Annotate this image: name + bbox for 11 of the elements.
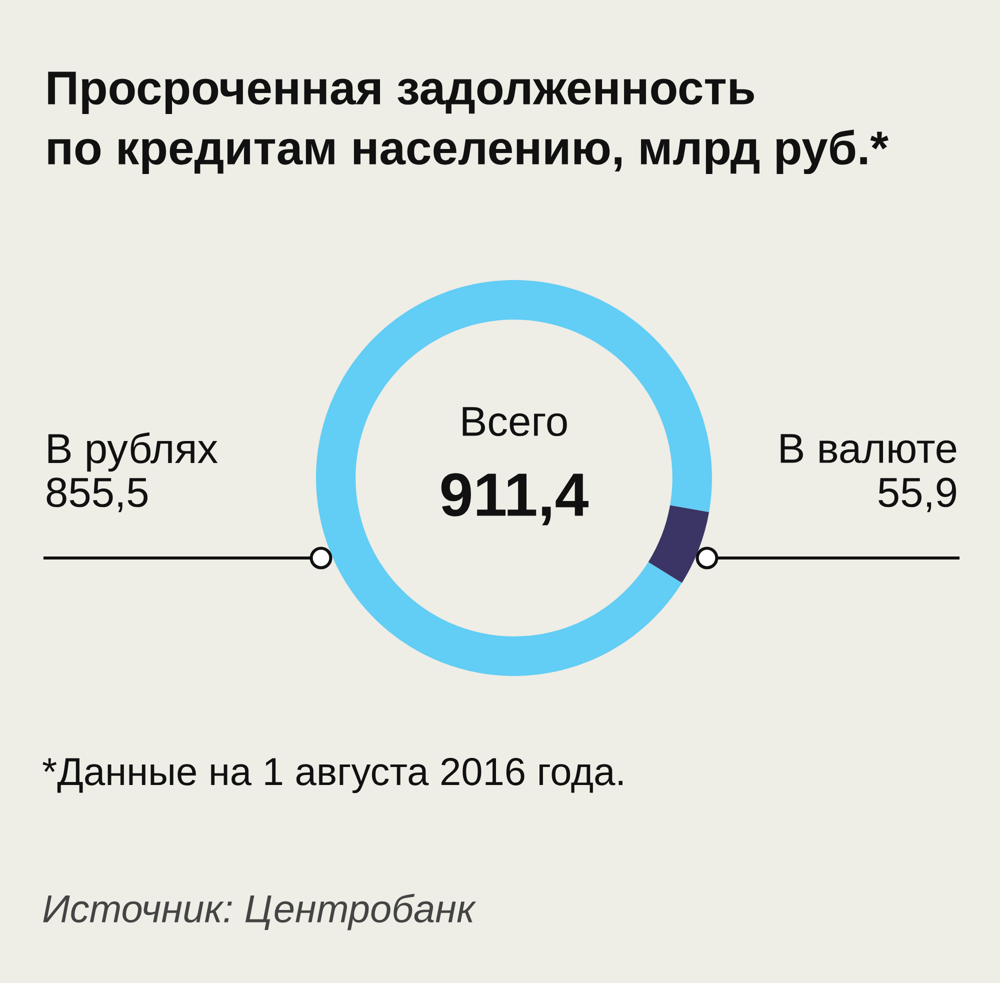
slice-label: В валюте bbox=[780, 434, 956, 464]
text: Источник: Центробанк bbox=[43, 894, 476, 930]
slice-label: В рублях bbox=[48, 432, 218, 472]
text: 911,4 bbox=[441, 473, 588, 526]
text: Всего bbox=[462, 407, 567, 436]
data-label: 55,9 bbox=[878, 478, 956, 512]
data-label: 855,5 bbox=[46, 478, 148, 512]
text: *Данные на 1 августа 2016 года. bbox=[42, 758, 622, 794]
donut-slice bbox=[316, 280, 712, 676]
chart-title: Просроченная задолженность по кредитам населению, млрд руб.* bbox=[48, 72, 888, 174]
donut-slice bbox=[648, 505, 710, 583]
